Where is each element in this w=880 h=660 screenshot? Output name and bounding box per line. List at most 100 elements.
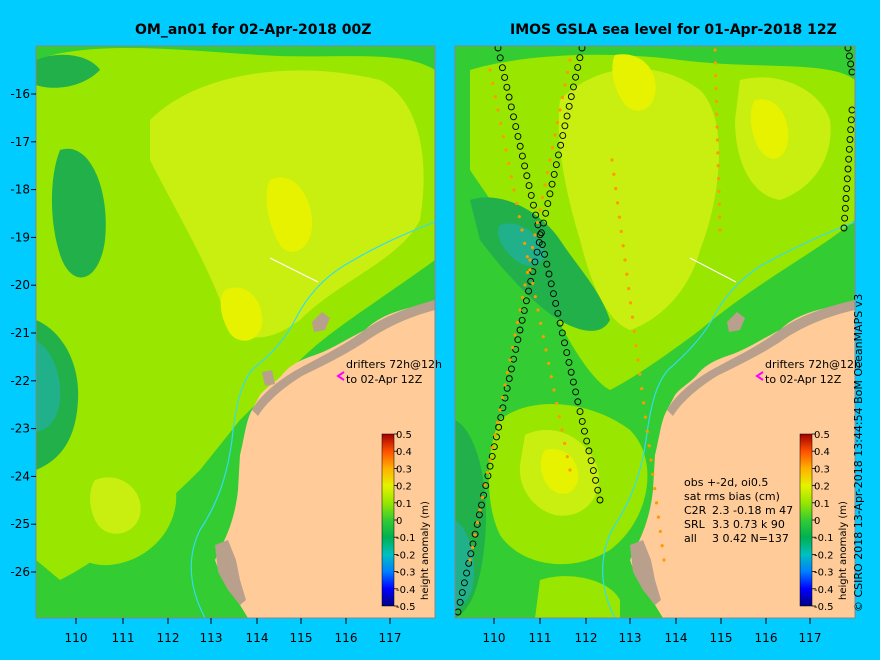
track-obs-marker [539,321,543,325]
track-obs-marker [563,112,571,120]
track-obs-marker [660,544,664,548]
track-obs-marker [714,74,718,78]
track-obs-marker [496,54,504,62]
track-obs-marker [536,231,544,239]
track-obs-marker [594,486,602,494]
track-obs-marker [627,286,631,291]
track-obs-marker [716,151,720,155]
track-obs-marker [507,103,515,111]
track-obs-marker [596,496,604,504]
track-obs-marker [533,233,537,237]
track-obs-marker [649,458,653,462]
track-obs-marker [518,152,526,160]
track-obs-marker [847,126,855,134]
track-obs-marker [468,558,472,562]
credit-text: © CSIRO 2018 13-Apr-2018 13:44:54 BoM Oc… [852,293,865,612]
track-obs-marker [572,388,580,396]
track-obs-marker [517,215,521,219]
track-obs-marker [540,219,547,227]
track-obs-marker [842,195,850,202]
track-obs-marker [561,339,568,347]
track-obs-marker [503,383,507,387]
track-obs-marker [508,358,512,362]
colorbar-left: 0.5 0.4 0.3 0.2 0.1 0 -0.1 -0.2 -0.3 -0.4 -0.5 hei… [381,430,431,613]
track-obs-marker [552,388,556,392]
track-obs-marker [488,458,492,462]
colorbar-tick-label: 0.4 [396,447,412,458]
track-obs-marker [717,189,721,194]
track-obs-marker [473,533,477,537]
colorbar-tick-label: 0.4 [814,447,830,458]
track-obs-marker [547,361,551,365]
x-tick-label-right: 113 [619,631,642,645]
track-obs-marker [529,268,537,276]
colorbar-tick-label: 0.1 [814,499,830,510]
colorbar-tick-label: 0 [396,516,402,527]
right-map-field [455,46,855,618]
track-obs-marker [475,511,483,519]
track-obs-marker [530,245,535,250]
x-tick-label-left: 113 [200,631,223,645]
colorbar-tick-label: 0.1 [396,499,412,510]
track-obs-marker [483,483,487,487]
track-obs-marker [498,64,506,72]
track-obs-marker [514,132,522,140]
track-obs-marker [845,145,853,153]
drifters-label-right-line1: drifters 72h@12h [765,358,861,371]
track-obs-marker [471,530,479,538]
track-obs-marker [716,176,721,181]
y-tick-label: -23 [10,422,30,436]
track-obs-marker [565,102,573,110]
x-tick-label-left: 115 [290,631,313,645]
track-obs-marker [525,270,530,275]
track-obs-marker [563,349,571,357]
x-tick-label-left: 116 [335,631,358,645]
track-obs-marker [522,297,530,305]
track-obs-marker [467,550,475,558]
y-tick-label: -19 [10,230,30,244]
colorbar-tick-label: 0.2 [396,482,412,493]
track-obs-marker [568,468,572,472]
track-obs-marker [621,244,625,248]
track-obs-marker [505,93,513,101]
stats-row-values: 3.3 0.73 k 90 [712,518,785,531]
x-tick-label-left: 110 [65,631,88,645]
track-obs-marker [520,295,525,300]
track-obs-marker [545,270,553,278]
track-obs-marker [553,133,557,137]
track-obs-marker [514,336,522,344]
track-obs-marker [628,301,633,305]
x-tick-label-right: 116 [755,631,778,645]
track-obs-marker [499,121,503,125]
track-obs-marker [557,415,561,419]
x-tick-label-left: 112 [157,631,180,645]
x-tick-label-right: 111 [529,631,552,645]
track-obs-marker [634,344,638,348]
stats-line2: sat rms bias (cm) [684,490,780,503]
track-obs-marker [525,287,533,295]
track-obs-marker [510,113,517,121]
track-obs-marker [558,108,562,112]
track-obs-marker [567,368,575,376]
track-obs-marker [845,155,853,163]
track-obs-marker [535,220,540,225]
colorbar-label-left: height anomaly (m) [420,501,431,600]
track-obs-marker [527,191,535,199]
track-obs-marker [525,255,529,259]
track-obs-marker [654,501,659,505]
track-obs-marker [651,472,655,476]
track-obs-marker [658,529,662,534]
drifters-label-right-line2: to 02-Apr 12Z [765,373,842,386]
drifter-marker-left [336,371,345,381]
x-tick-label-right: 110 [483,631,506,645]
colorbar-tick-label: 0.2 [814,482,830,493]
track-obs-marker [541,335,545,339]
track-obs-marker [543,260,551,268]
track-obs-marker [542,209,550,217]
track-obs-marker [558,329,566,337]
y-tick-label: -16 [10,87,30,101]
y-tick-label: -24 [10,469,30,483]
track-obs-marker [619,229,623,234]
colorbar-tick-label: -0.1 [396,533,416,544]
track-obs-marker [512,345,520,353]
